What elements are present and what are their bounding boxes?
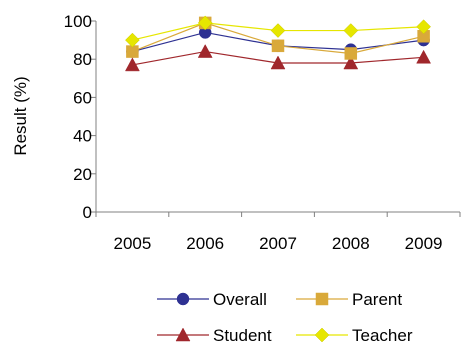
- data-point-student: [124, 57, 140, 72]
- y-ticks: 0 20 40 60 80 100: [64, 12, 96, 222]
- legend-item-overall: Overall: [157, 290, 267, 309]
- legend-label: Overall: [213, 290, 267, 309]
- x-tick-label: 2006: [186, 234, 224, 253]
- data-point-parent: [344, 47, 358, 60]
- legend-marker-overall: [176, 292, 190, 306]
- y-tick-label: 60: [73, 88, 92, 107]
- y-tick-label: 100: [64, 12, 92, 31]
- legend-marker-teacher: [314, 327, 330, 343]
- legend-item-teacher: Teacher: [296, 326, 413, 343]
- data-point-teacher: [416, 19, 431, 35]
- data-point-teacher: [270, 23, 286, 38]
- legend-label: Student: [213, 326, 272, 343]
- y-tick-label: 80: [73, 50, 92, 69]
- y-tick-label: 20: [73, 165, 92, 184]
- y-tick-label: 40: [73, 127, 92, 146]
- x-tick-label: 2009: [405, 234, 443, 253]
- x-tick-label: 2005: [113, 234, 151, 253]
- legend-item-student: Student: [157, 326, 272, 343]
- x-ticks: 2005 2006 2007 2008 2009: [95, 212, 461, 253]
- axes: [95, 21, 460, 213]
- data-point-student: [416, 49, 432, 64]
- x-tick-label: 2008: [332, 234, 370, 253]
- data-point-student: [270, 55, 286, 70]
- legend-marker-parent: [315, 292, 329, 306]
- data-point-teacher: [197, 15, 213, 31]
- data-point-student: [197, 44, 213, 58]
- x-tick-label: 2007: [259, 234, 297, 253]
- data-point-parent: [271, 39, 285, 53]
- data-point-teacher: [125, 32, 140, 48]
- y-tick-label: 0: [83, 203, 92, 222]
- y-axis-label: Result (%): [11, 76, 30, 155]
- legend-item-parent: Parent: [296, 290, 402, 309]
- series: [124, 15, 432, 72]
- legend-label: Teacher: [352, 326, 413, 343]
- data-point-student: [343, 55, 359, 70]
- series-teacher: [125, 15, 431, 48]
- data-point-teacher: [343, 23, 359, 38]
- legend-marker-student: [175, 327, 191, 342]
- legend-label: Parent: [352, 290, 402, 309]
- series-student: [124, 44, 432, 72]
- legend: Overall Parent Student Teacher: [157, 290, 413, 343]
